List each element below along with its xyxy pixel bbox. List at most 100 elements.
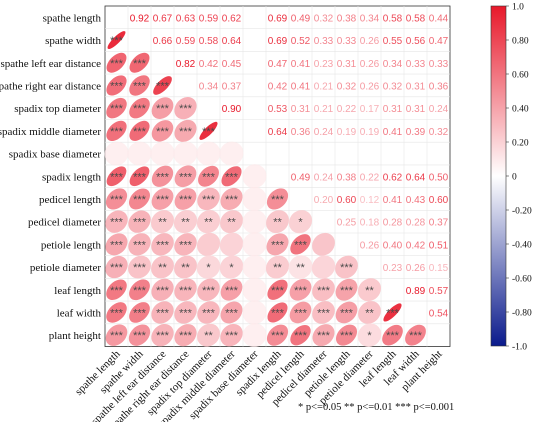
significance-mark: *	[206, 262, 211, 274]
corr-value-spadix-length-plant-height: 0.50	[429, 172, 449, 183]
corr-value-spathe-length-plant-height: 0.44	[429, 13, 449, 24]
corr-value-spathe-right-ear-distance-leaf-length: 0.32	[383, 81, 403, 92]
significance-mark: **	[158, 262, 167, 274]
corr-value-petiole-diameter-leaf-length: 0.23	[383, 263, 403, 274]
corr-ellipse-plant-height-spadix-top-diameter	[197, 323, 220, 347]
significance-mark: ***	[133, 330, 147, 342]
colorbar-tick-label: 0.40	[512, 105, 529, 115]
corr-ellipse-petiole-diameter-spadix-top-diameter	[196, 255, 221, 279]
corr-ellipse-petiole-length-spathe-left-ear-distance	[151, 233, 174, 256]
corr-value-spathe-width-spadix-top-diameter: 0.58	[199, 36, 219, 47]
corr-value-pedicel-length-plant-height: 0.60	[429, 195, 449, 206]
colorbar-tick-label: -0.20	[512, 207, 532, 217]
corr-value-spadix-middle-diameter-spadix-length: 0.64	[268, 127, 288, 138]
significance-mark: **	[273, 262, 282, 274]
significance-mark: ***	[133, 217, 147, 229]
corr-ellipse-petiole-diameter-spathe-left-ear-distance	[151, 255, 174, 279]
corr-ellipse-plant-height-spathe-length	[105, 324, 128, 346]
significance-mark: **	[365, 285, 374, 297]
corr-value-spathe-left-ear-distance-spathe-right-ear-distance: 0.82	[176, 59, 196, 70]
corr-value-pedicel-length-leaf-width: 0.43	[406, 195, 426, 206]
y-tick-label: spathe width	[45, 35, 101, 47]
corr-ellipse-plant-height-pedicel-diameter	[312, 324, 335, 347]
corr-ellipse-plant-height-petiole-length	[335, 324, 358, 346]
colorbar-tick-label: -0.60	[512, 275, 532, 285]
significance-mark: ***	[133, 80, 147, 92]
corr-value-spadix-top-diameter-petiole-diameter: 0.17	[360, 104, 380, 115]
corr-ellipse-leaf-length-spadix-top-diameter	[197, 278, 220, 301]
corr-value-spathe-right-ear-distance-spadix-top-diameter: 0.34	[199, 81, 219, 92]
corr-value-spathe-width-plant-height: 0.47	[429, 36, 449, 47]
corr-ellipse-petiole-length-spathe-right-ear-distance	[174, 233, 197, 256]
significance-mark: ***	[110, 217, 124, 229]
corr-ellipse-petiole-length-spadix-middle-diameter	[219, 232, 244, 256]
significance-mark: ***	[110, 58, 124, 70]
significance-mark: ***	[156, 171, 170, 183]
corr-ellipse-leaf-width-spathe-width	[129, 302, 150, 323]
corr-ellipse-pedicel-diameter-spadix-top-diameter	[196, 210, 221, 234]
corr-value-pedicel-diameter-leaf-length: 0.28	[383, 218, 403, 229]
corr-ellipse-spathe-right-ear-distance-spathe-left-ear-distance	[153, 76, 172, 95]
corr-ellipse-leaf-width-pedicel-length	[289, 301, 312, 324]
corr-value-spadix-top-diameter-petiole-length: 0.22	[337, 104, 357, 115]
corr-ellipse-spadix-base-diameter-spathe-left-ear-distance	[150, 141, 175, 166]
corr-ellipse-pedicel-diameter-spathe-width	[128, 210, 151, 233]
corr-ellipse-leaf-length-petiole-diameter	[358, 278, 381, 302]
significance-mark: **	[181, 217, 190, 229]
significance-mark: ***	[110, 35, 124, 47]
corr-value-spathe-width-spathe-left-ear-distance: 0.66	[153, 36, 173, 47]
corr-value-spathe-left-ear-distance-petiole-length: 0.31	[337, 59, 357, 70]
corr-ellipse-petiole-length-pedicel-diameter	[312, 232, 335, 256]
corr-value-spathe-left-ear-distance-leaf-length: 0.34	[383, 59, 403, 70]
corr-value-petiole-length-leaf-width: 0.42	[406, 240, 426, 251]
corr-ellipse-spadix-length-spathe-left-ear-distance	[151, 165, 174, 187]
corr-ellipse-leaf-width-spadix-base-diameter	[242, 300, 267, 325]
corr-ellipse-spadix-top-diameter-spathe-width	[129, 97, 150, 119]
corr-value-spadix-top-diameter-spadix-middle-diameter: 0.90	[222, 104, 242, 115]
corr-ellipse-pedicel-diameter-spathe-left-ear-distance	[151, 210, 174, 234]
corr-value-spathe-width-leaf-length: 0.55	[383, 36, 403, 47]
significance-mark: ***	[225, 285, 239, 297]
significance-mark: ***	[110, 103, 124, 115]
significance-mark: ***	[133, 307, 147, 319]
significance-mark: ***	[271, 307, 285, 319]
corr-ellipse-petiole-diameter-spadix-length	[265, 255, 290, 279]
significance-mark: **	[273, 217, 282, 229]
corr-ellipse-pedicel-diameter-spathe-right-ear-distance	[173, 210, 198, 234]
significance-mark: ***	[202, 126, 216, 138]
corr-ellipse-spadix-middle-diameter-spathe-length	[106, 120, 127, 141]
colorbar-tick-label: 0.20	[512, 139, 529, 149]
corr-value-pedicel-length-pedicel-diameter: 0.20	[314, 195, 334, 206]
corr-ellipse-plant-height-spathe-right-ear-distance	[174, 324, 197, 347]
significance-mark: ***	[271, 239, 285, 251]
corr-value-pedicel-diameter-leaf-width: 0.28	[406, 218, 426, 229]
colorbar-tick-label: -0.80	[512, 309, 532, 319]
y-tick-label: leaf width	[57, 307, 102, 319]
colorbar-tick-label: -0.40	[512, 241, 532, 251]
y-tick-label: plant height	[49, 330, 101, 342]
significance-mark: ***	[202, 307, 216, 319]
significance-mark: ***	[340, 262, 354, 274]
significance-mark: ***	[156, 330, 170, 342]
corr-value-spathe-right-ear-distance-leaf-width: 0.31	[406, 81, 426, 92]
corr-value-leaf-length-leaf-width: 0.89	[406, 286, 426, 297]
significance-mark: ***	[386, 330, 400, 342]
corr-ellipse-spadix-top-diameter-spathe-length	[106, 97, 127, 119]
colorbar	[490, 5, 507, 347]
y-tick-label: spadix middle diameter	[0, 126, 101, 138]
y-tick-label: petiole length	[41, 239, 102, 251]
corr-value-spathe-width-petiole-diameter: 0.26	[360, 36, 380, 47]
corr-ellipse-spadix-length-spadix-middle-diameter	[221, 166, 242, 187]
significance-mark: ***	[110, 126, 124, 138]
corr-value-spathe-length-leaf-length: 0.58	[383, 13, 403, 24]
significance-mark: ***	[294, 285, 308, 297]
corr-value-spathe-left-ear-distance-pedicel-length: 0.41	[291, 59, 311, 70]
corr-value-spathe-length-spadix-length: 0.69	[268, 13, 288, 24]
significance-mark: ***	[156, 194, 170, 206]
significance-mark: *	[367, 330, 372, 342]
significance-mark: *	[229, 262, 234, 274]
corr-value-spathe-left-ear-distance-spadix-middle-diameter: 0.45	[222, 59, 242, 70]
corr-ellipse-leaf-width-leaf-length	[383, 303, 402, 322]
